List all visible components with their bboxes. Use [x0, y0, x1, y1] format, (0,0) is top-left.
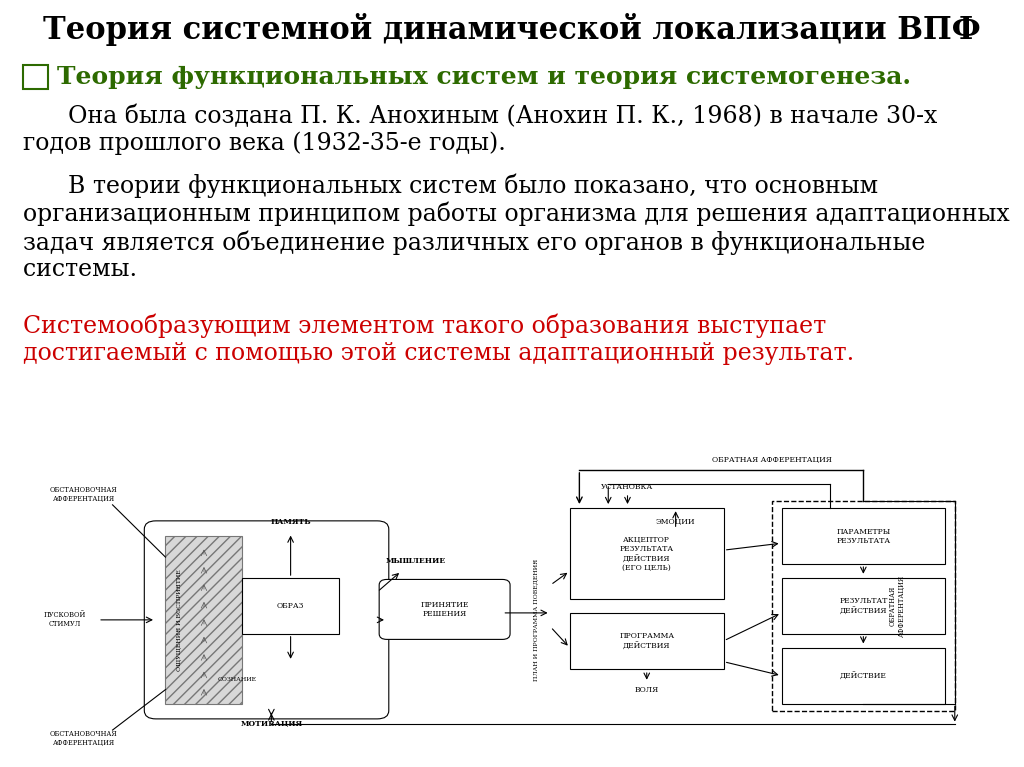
- Bar: [772, 502, 954, 710]
- Text: РЕЗУЛЬТАТ
ДЕЙСТВИЯ: РЕЗУЛЬТАТ ДЕЙСТВИЯ: [839, 597, 888, 614]
- Text: ДЕЙСТВИЕ: ДЕЙСТВИЕ: [840, 672, 887, 680]
- Bar: [23, 64, 48, 89]
- Bar: [569, 509, 724, 599]
- Text: Она была создана П. К. Анохиным (Анохин П. К., 1968) в начале 30-х
годов прошлог: Она была создана П. К. Анохиным (Анохин …: [23, 104, 937, 155]
- Text: Системообразующим элементом такого образования выступает
достигаемый с помощью э: Системообразующим элементом такого образ…: [23, 314, 854, 365]
- FancyBboxPatch shape: [144, 521, 389, 719]
- Text: ПРОГРАММА
ДЕЙСТВИЯ: ПРОГРАММА ДЕЙСТВИЯ: [620, 632, 675, 650]
- Text: МОТИВАЦИЯ: МОТИВАЦИЯ: [241, 720, 302, 729]
- Text: ОБРАЗ: ОБРАЗ: [276, 602, 304, 610]
- Text: ОБСТАНОВОЧНАЯ
АФФЕРЕНТАЦИЯ: ОБСТАНОВОЧНАЯ АФФЕРЕНТАЦИЯ: [50, 486, 118, 503]
- Text: ПУСКОВОЙ
СТИМУЛ: ПУСКОВОЙ СТИМУЛ: [43, 611, 86, 628]
- FancyBboxPatch shape: [379, 579, 510, 640]
- Bar: [166, 536, 243, 703]
- Text: ОЩУЩЕНИЯ И ВОСПРИЯТИЕ: ОЩУЩЕНИЯ И ВОСПРИЯТИЕ: [177, 569, 182, 671]
- Bar: [569, 613, 724, 669]
- Text: МЫШЛЕНИЕ: МЫШЛЕНИЕ: [386, 557, 445, 565]
- Text: ОБСТАНОВОЧНАЯ
АФФЕРЕНТАЦИЯ: ОБСТАНОВОЧНАЯ АФФЕРЕНТАЦИЯ: [50, 730, 118, 747]
- Bar: [781, 648, 945, 703]
- Text: В теории функциональных систем было показано, что основным
организационным принц: В теории функциональных систем было пока…: [23, 173, 1010, 281]
- Text: ОБРАТНАЯ АФФЕРЕНТАЦИЯ: ОБРАТНАЯ АФФЕРЕНТАЦИЯ: [712, 456, 831, 463]
- Text: СОЗНАНИЕ: СОЗНАНИЕ: [218, 676, 257, 682]
- Bar: [781, 509, 945, 564]
- Text: УСТАНОВКА: УСТАНОВКА: [601, 483, 653, 492]
- Text: ПАМЯТЬ: ПАМЯТЬ: [270, 518, 311, 526]
- Text: ВОЛЯ: ВОЛЯ: [635, 686, 658, 693]
- Text: ПЛАН И ПРОГРАММА ПОВЕДЕНИЯ: ПЛАН И ПРОГРАММА ПОВЕДЕНИЯ: [534, 559, 539, 681]
- Text: АКЦЕПТОР
РЕЗУЛЬТАТА
ДЕЙСТВИЯ
(ЕГО ЦЕЛЬ): АКЦЕПТОР РЕЗУЛЬТАТА ДЕЙСТВИЯ (ЕГО ЦЕЛЬ): [620, 535, 674, 571]
- Text: Теория системной динамической локализации ВПФ: Теория системной динамической локализаци…: [43, 13, 981, 46]
- Text: ОБРАТНАЯ
АФФЕРЕНТАЦИЯ: ОБРАТНАЯ АФФЕРЕНТАЦИЯ: [889, 575, 905, 637]
- Bar: [781, 578, 945, 634]
- Bar: [243, 578, 339, 634]
- Text: ПРИНЯТИЕ
РЕШЕНИЯ: ПРИНЯТИЕ РЕШЕНИЯ: [421, 601, 469, 618]
- Text: ЭМОЦИИ: ЭМОЦИИ: [656, 518, 695, 526]
- Text: Теория функциональных систем и теория системогенеза.: Теория функциональных систем и теория си…: [57, 64, 911, 88]
- Text: ПАРАМЕТРЫ
РЕЗУЛЬТАТА: ПАРАМЕТРЫ РЕЗУЛЬТАТА: [837, 528, 891, 545]
